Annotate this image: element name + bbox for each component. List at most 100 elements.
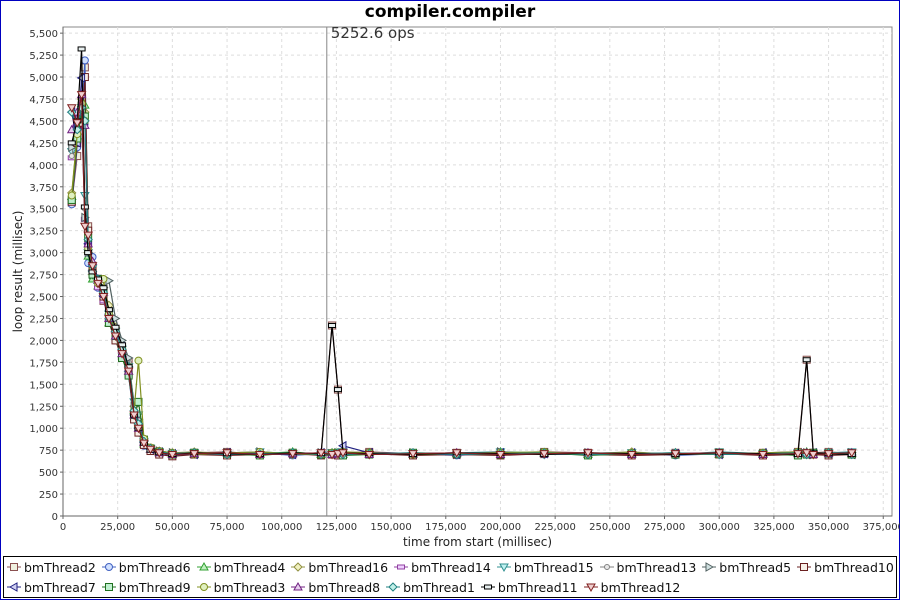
legend-item: bmThread5 (702, 560, 791, 575)
data-point (84, 250, 93, 256)
x-tick-label: 225,000 (534, 522, 575, 533)
x-tick-label: 75,000 (210, 522, 245, 533)
data-point (139, 439, 149, 449)
data-point (254, 451, 265, 460)
x-tick-label: 375,000 (863, 522, 900, 533)
legend-marker-icon (496, 563, 511, 572)
x-tick-label: 125,000 (316, 522, 357, 533)
data-point (222, 449, 232, 458)
data-point (408, 450, 418, 459)
legend-label: bmThread1 (403, 579, 475, 595)
data-point (328, 322, 337, 328)
data-point (364, 451, 375, 460)
legend-label: bmThread2 (24, 559, 96, 575)
y-tick-label: 3,250 (29, 227, 58, 238)
legend-marker-icon (291, 562, 306, 572)
legend-label: bmThread7 (24, 579, 96, 595)
x-tick-label: 325,000 (753, 522, 794, 533)
data-point (802, 357, 811, 363)
data-point (714, 449, 725, 458)
data-point (167, 451, 178, 460)
plot-area (62, 26, 893, 517)
y-tick-label: 500 (39, 468, 58, 479)
legend-marker-icon (480, 584, 495, 590)
legend-marker-icon (394, 564, 409, 570)
legend-label: bmThread14 (411, 559, 491, 575)
y-axis-label: loop result (millisec) (11, 211, 25, 333)
data-point (133, 424, 144, 434)
legend-marker (199, 583, 208, 591)
y-tick-label: 2,500 (29, 293, 58, 304)
data-point (104, 307, 113, 313)
x-tick-label: 275,000 (644, 522, 685, 533)
legend-row: bmThread7 bmThread9 bmThread3 bmThread8 bmTh… (4, 577, 896, 597)
y-tick-label: 3,000 (29, 249, 58, 260)
legend-label: bmThread5 (719, 559, 792, 575)
legend-item: bmThread11 (480, 579, 578, 595)
x-tick-label: 50,000 (155, 522, 190, 533)
data-point (327, 451, 337, 460)
data-point (123, 367, 134, 377)
y-tick-label: 1,000 (29, 424, 58, 435)
y-tick-label: 0 (52, 512, 58, 523)
data-point (72, 119, 83, 128)
annotation-label: 5252.6 ops (331, 24, 415, 42)
legend: bmThread2 bmThread6 bmThread4 bmThread16 bmT… (3, 556, 897, 598)
legend-marker-icon (196, 562, 211, 571)
legend-marker (104, 583, 113, 591)
legend-marker-icon (101, 563, 116, 571)
legend-marker (388, 582, 398, 592)
legend-marker (397, 564, 406, 570)
y-tick-label: 5,250 (29, 51, 58, 62)
data-point (104, 314, 114, 324)
x-tick-label: 175,000 (425, 522, 466, 533)
y-tick-label: 1,500 (29, 380, 58, 391)
data-point (539, 450, 550, 459)
legend-item: bmThread16 (291, 560, 388, 575)
data-point (333, 387, 342, 393)
x-tick-label: 0 (60, 522, 66, 533)
data-point (67, 140, 76, 146)
data-point (758, 451, 768, 460)
data-point (66, 104, 77, 113)
data-point (626, 451, 637, 460)
legend-marker-icon (7, 563, 21, 571)
data-point (287, 450, 298, 459)
y-tick-label: 4,250 (29, 139, 58, 150)
legend-item: bmThread7 (7, 580, 96, 595)
x-tick-label: 200,000 (480, 522, 521, 533)
legend-item: bmThread8 (291, 580, 380, 595)
y-tick-label: 4,750 (29, 95, 58, 106)
legend-label: bmThread3 (213, 579, 286, 595)
data-point (808, 451, 819, 460)
legend-marker-icon (291, 582, 306, 591)
x-tick-label: 150,000 (370, 522, 411, 533)
legend-item: bmThread13 (599, 560, 696, 575)
data-point (77, 46, 86, 52)
x-tick-label: 250,000 (589, 522, 630, 533)
legend-item: bmThread15 (496, 560, 594, 575)
series-bmThread12 (66, 91, 857, 460)
data-point (110, 332, 121, 342)
legend-marker (198, 562, 209, 571)
data-point (98, 293, 109, 302)
data-point (68, 153, 75, 160)
data-point (495, 451, 506, 460)
legend-item: bmThread10 (797, 560, 894, 575)
chart-title: compiler.compiler (364, 2, 536, 22)
data-point (189, 450, 200, 459)
y-tick-label: 750 (39, 446, 58, 457)
legend-marker-icon (702, 562, 717, 572)
line-chart: 0 25,000 50,000 75,000 100,000 125,000 150,000… (11, 24, 900, 549)
data-point (823, 450, 834, 459)
x-tick-label: 100,000 (261, 522, 302, 533)
x-tick-label: 300,000 (699, 522, 740, 533)
legend-item: bmThread1 (386, 580, 475, 595)
legend-label: bmThread8 (308, 579, 381, 595)
y-tick-label: 5,500 (29, 29, 58, 40)
data-point (145, 445, 156, 455)
data-point (846, 449, 857, 458)
legend-marker-icon (797, 563, 812, 571)
legend-label: bmThread11 (497, 579, 578, 595)
data-point (316, 449, 326, 458)
